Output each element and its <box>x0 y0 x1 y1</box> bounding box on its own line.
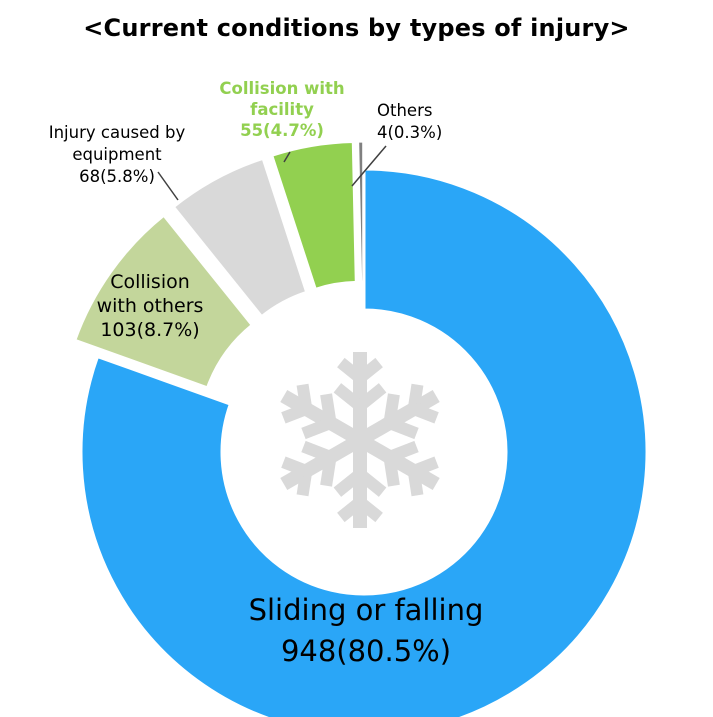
label-sliding-or-falling: Sliding or falling 948(80.5%) <box>249 593 484 668</box>
slice-equipment <box>171 156 309 319</box>
leader-lines <box>157 145 387 201</box>
slices-layer <box>72 139 649 717</box>
leader-others <box>351 145 387 187</box>
snowflake-arm <box>356 383 440 447</box>
snowflake-arm <box>280 433 364 497</box>
label-collision-with-others: Collision with others 103(8.7%) <box>97 271 204 341</box>
snowflake-arm <box>356 433 440 497</box>
label-others: Others 4(0.3%) <box>377 101 442 142</box>
slice-others <box>356 139 366 284</box>
leader-equipment <box>157 171 179 201</box>
snowflake-arm <box>280 383 364 447</box>
snowflake-icon <box>280 352 440 528</box>
snowflake-arm <box>333 440 387 528</box>
slice-sliding <box>79 167 649 717</box>
label-injury-equipment: Injury caused by equipment 68(5.8%) <box>49 123 186 186</box>
snowflake-arm <box>333 352 387 440</box>
slice-labels: Sliding or falling 948(80.5%) Collision wit… <box>49 79 484 668</box>
slice-others-collision <box>72 213 255 390</box>
slice-facility <box>269 139 358 292</box>
leader-facility <box>283 151 291 163</box>
chart-title: <Current conditions by types of injury> <box>83 14 630 42</box>
label-collision-with-facility: Collision with facility 55(4.7%) <box>219 79 344 140</box>
